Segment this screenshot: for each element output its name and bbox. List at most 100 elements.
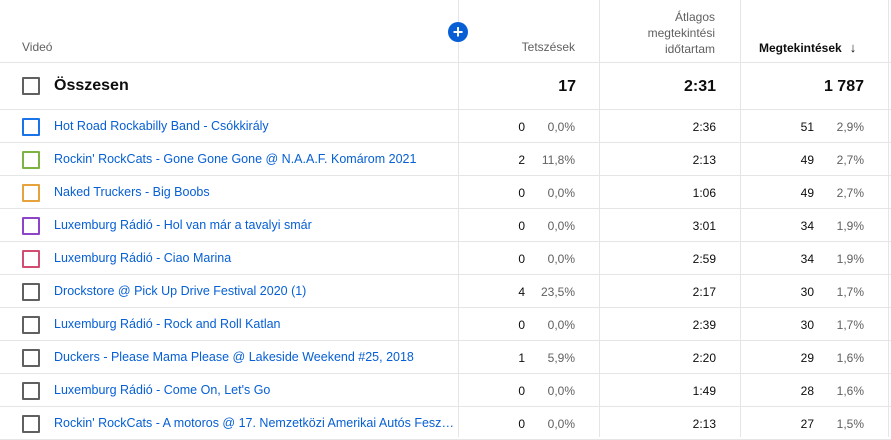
row-divider xyxy=(0,373,891,374)
views-percent: 1,7% xyxy=(836,318,864,332)
likes-percent: 5,9% xyxy=(547,351,575,365)
avg-watch-time: 2:36 xyxy=(692,120,716,134)
views-count: 30 xyxy=(800,285,814,299)
column-header-avg-watch[interactable]: Átlagos megtekintési időtartam xyxy=(600,9,715,57)
views-percent: 2,7% xyxy=(836,153,864,167)
row-divider xyxy=(0,109,891,110)
row-checkbox[interactable] xyxy=(22,283,40,301)
likes-count: 0 xyxy=(518,186,525,200)
table-row: Luxemburg Rádió - Ciao Marina 0 0,0% 2:59 34… xyxy=(0,242,891,275)
table-row: Rockin' RockCats - A motoros @ 17. Nemze… xyxy=(0,407,891,440)
video-title-link[interactable]: Hot Road Rockabilly Band - Csókkirály xyxy=(54,119,269,133)
video-title-link[interactable]: Luxemburg Rádió - Ciao Marina xyxy=(54,251,232,265)
likes-count: 0 xyxy=(518,384,525,398)
views-count: 30 xyxy=(800,318,814,332)
avg-watch-time: 2:39 xyxy=(692,318,716,332)
table-row: Duckers - Please Mama Please @ Lakeside … xyxy=(0,341,891,374)
likes-count: 2 xyxy=(518,153,525,167)
row-divider xyxy=(0,142,891,143)
views-count: 49 xyxy=(800,153,814,167)
row-checkbox[interactable] xyxy=(22,250,40,268)
column-header-likes[interactable]: Tetszések xyxy=(521,40,575,54)
row-divider xyxy=(0,406,891,407)
total-likes: 17 xyxy=(558,78,576,95)
likes-percent: 0,0% xyxy=(547,186,575,200)
likes-count: 4 xyxy=(518,285,525,299)
column-header-video[interactable]: Videó xyxy=(22,40,53,54)
likes-percent: 0,0% xyxy=(547,252,575,266)
row-checkbox[interactable] xyxy=(22,415,40,433)
row-divider xyxy=(0,208,891,209)
likes-percent: 0,0% xyxy=(547,384,575,398)
video-title-link[interactable]: Rockin' RockCats - A motoros @ 17. Nemze… xyxy=(54,416,454,430)
row-checkbox[interactable] xyxy=(22,316,40,334)
video-title-link[interactable]: Luxemburg Rádió - Hol van már a tavalyi … xyxy=(54,218,312,232)
column-divider xyxy=(888,0,889,437)
likes-percent: 0,0% xyxy=(547,219,575,233)
video-title-link[interactable]: Duckers - Please Mama Please @ Lakeside … xyxy=(54,350,414,364)
views-percent: 1,6% xyxy=(836,384,864,398)
video-title-link[interactable]: Luxemburg Rádió - Come On, Let's Go xyxy=(54,383,271,397)
column-divider xyxy=(599,0,600,437)
avg-watch-label-line: megtekintési xyxy=(647,26,715,40)
table-row: Luxemburg Rádió - Rock and Roll Katlan 0 0… xyxy=(0,308,891,341)
row-divider xyxy=(0,340,891,341)
row-checkbox[interactable] xyxy=(22,151,40,169)
column-header-views[interactable]: Megtekintések ↓ xyxy=(759,40,856,55)
total-views: 1 787 xyxy=(823,78,864,95)
total-row: Összesen 17 2:31 1 787 xyxy=(0,63,891,109)
video-title-link[interactable]: Rockin' RockCats - Gone Gone Gone @ N.A.… xyxy=(54,152,417,166)
video-title-link[interactable]: Drockstore @ Pick Up Drive Festival 2020… xyxy=(54,284,307,298)
views-percent: 2,7% xyxy=(836,186,864,200)
video-title-link[interactable]: Luxemburg Rádió - Rock and Roll Katlan xyxy=(54,317,281,331)
add-metric-button[interactable]: + xyxy=(448,22,468,42)
views-count: 49 xyxy=(800,186,814,200)
likes-count: 0 xyxy=(518,252,525,266)
likes-percent: 23,5% xyxy=(540,285,575,299)
table-row: Rockin' RockCats - Gone Gone Gone @ N.A.… xyxy=(0,143,891,176)
row-checkbox[interactable] xyxy=(22,184,40,202)
select-all-checkbox[interactable] xyxy=(22,77,40,95)
avg-watch-time: 2:13 xyxy=(692,153,716,167)
avg-watch-time: 2:13 xyxy=(692,417,716,431)
avg-watch-time: 2:17 xyxy=(692,285,716,299)
views-percent: 1,5% xyxy=(836,417,864,431)
likes-count: 0 xyxy=(518,318,525,332)
views-percent: 1,7% xyxy=(836,285,864,299)
row-divider xyxy=(0,307,891,308)
views-percent: 1,9% xyxy=(836,219,864,233)
avg-watch-time: 2:59 xyxy=(692,252,716,266)
row-checkbox[interactable] xyxy=(22,118,40,136)
views-percent: 1,9% xyxy=(836,252,864,266)
row-checkbox[interactable] xyxy=(22,217,40,235)
likes-percent: 0,0% xyxy=(547,120,575,134)
views-count: 51 xyxy=(800,120,814,134)
views-count: 34 xyxy=(800,219,814,233)
avg-watch-time: 1:06 xyxy=(692,186,716,200)
likes-percent: 0,0% xyxy=(547,318,575,332)
avg-watch-label-line: időtartam xyxy=(664,42,715,56)
table-row: Drockstore @ Pick Up Drive Festival 2020… xyxy=(0,275,891,308)
likes-count: 0 xyxy=(518,219,525,233)
views-count: 34 xyxy=(800,252,814,266)
likes-count: 0 xyxy=(518,120,525,134)
likes-percent: 0,0% xyxy=(547,417,575,431)
views-count: 29 xyxy=(800,351,814,365)
table-row: Hot Road Rockabilly Band - Csókkirály 0 0,… xyxy=(0,110,891,143)
video-title-link[interactable]: Naked Truckers - Big Boobs xyxy=(54,185,210,199)
row-divider xyxy=(0,175,891,176)
sort-descending-icon: ↓ xyxy=(849,40,857,55)
views-count: 28 xyxy=(800,384,814,398)
row-divider xyxy=(0,241,891,242)
row-checkbox[interactable] xyxy=(22,349,40,367)
row-checkbox[interactable] xyxy=(22,382,40,400)
table-row: Luxemburg Rádió - Hol van már a tavalyi … xyxy=(0,209,891,242)
avg-watch-time: 1:49 xyxy=(692,384,716,398)
row-divider xyxy=(0,274,891,275)
views-percent: 1,6% xyxy=(836,351,864,365)
total-label: Összesen xyxy=(54,77,129,94)
column-divider xyxy=(458,0,459,437)
avg-watch-time: 3:01 xyxy=(692,219,716,233)
avg-watch-time: 2:20 xyxy=(692,351,716,365)
